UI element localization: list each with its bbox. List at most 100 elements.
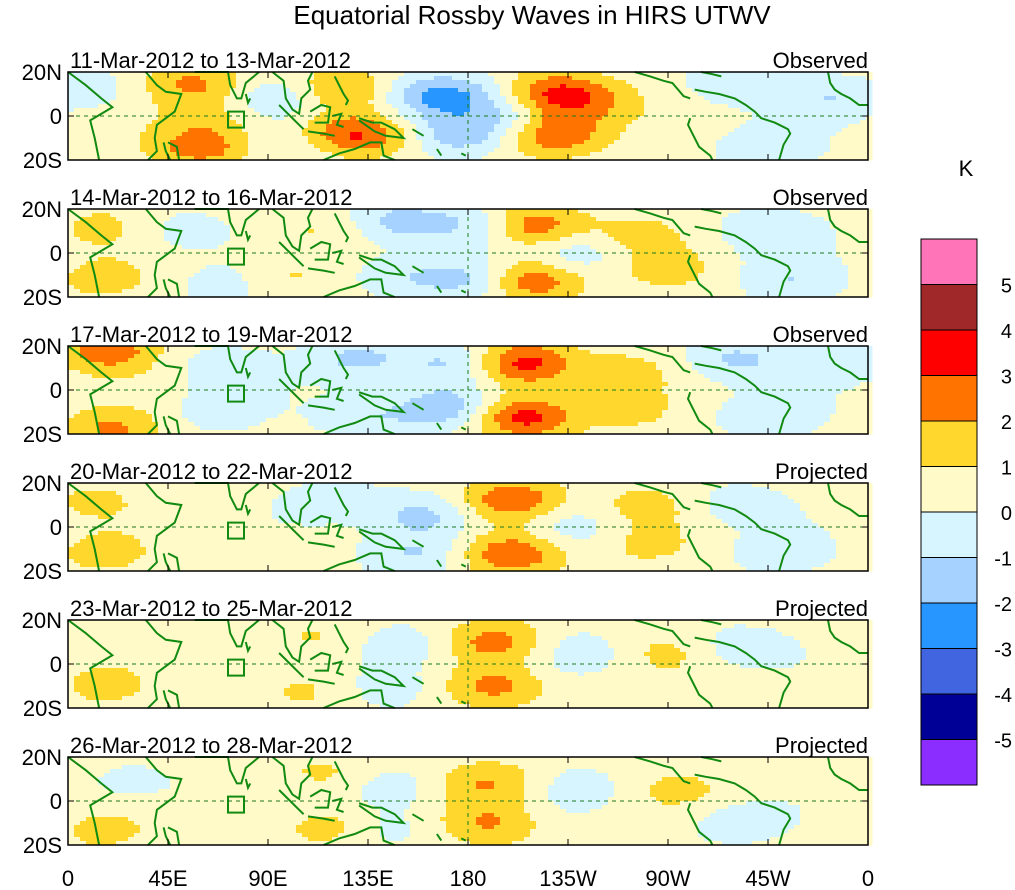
heatmap-cell (332, 209, 339, 214)
heatmap-cell (116, 217, 123, 222)
heatmap-cell (140, 100, 147, 105)
heatmap-cell (212, 269, 219, 274)
heatmap-cell (398, 120, 405, 125)
heatmap-cell (68, 241, 75, 246)
heatmap-cell (716, 140, 723, 145)
heatmap-cell (410, 225, 417, 230)
heatmap-cell (422, 237, 429, 242)
heatmap-cell (200, 80, 207, 85)
heatmap-cell (638, 152, 645, 157)
heatmap-cell (122, 96, 129, 101)
heatmap-cell (98, 285, 105, 290)
heatmap-cell (512, 144, 519, 149)
heatmap-cell (218, 80, 225, 85)
heatmap-cell (434, 92, 441, 97)
heatmap-cell (140, 104, 147, 109)
heatmap-cell (680, 156, 687, 161)
heatmap-cell (236, 156, 243, 161)
heatmap-cell (470, 249, 477, 254)
heatmap-cell (188, 257, 195, 262)
heatmap-cell (140, 72, 147, 77)
heatmap-cell (386, 80, 393, 85)
heatmap-cell (644, 152, 651, 157)
heatmap-cell (164, 108, 171, 113)
heatmap-cell (368, 100, 375, 105)
heatmap-cell (158, 209, 165, 214)
heatmap-cell (566, 237, 573, 242)
heatmap-cell (626, 80, 633, 85)
heatmap-cell (362, 156, 369, 161)
heatmap-cell (578, 285, 585, 290)
heatmap-cell (446, 265, 453, 270)
heatmap-cell (446, 92, 453, 97)
heatmap-cell (650, 104, 657, 109)
heatmap-cell (164, 80, 171, 85)
heatmap-cell (806, 136, 813, 141)
heatmap-cell (224, 152, 231, 157)
heatmap-cell (584, 257, 591, 262)
heatmap-cell (566, 112, 573, 117)
heatmap-cell (728, 156, 735, 161)
heatmap-cell (590, 116, 597, 121)
heatmap-cell (656, 116, 663, 121)
heatmap-cell (782, 96, 789, 101)
heatmap-cell (446, 273, 453, 278)
heatmap-cell (698, 108, 705, 113)
heatmap-cell (272, 245, 279, 250)
heatmap-cell (230, 92, 237, 97)
heatmap-cell (386, 96, 393, 101)
heatmap-cell (596, 152, 603, 157)
heatmap-cell (422, 80, 429, 85)
heatmap-cell (656, 136, 663, 141)
heatmap-cell (608, 128, 615, 133)
heatmap-cell (440, 293, 447, 298)
heatmap-cell (446, 281, 453, 286)
heatmap-cell (578, 132, 585, 137)
heatmap-cell (620, 116, 627, 121)
heatmap-cell (848, 128, 855, 133)
heatmap-cell (740, 144, 747, 149)
heatmap-cell (362, 225, 369, 230)
heatmap-cell (176, 225, 183, 230)
heatmap-cell (140, 88, 147, 93)
heatmap-cell (206, 257, 213, 262)
heatmap-cell (248, 124, 255, 129)
heatmap-cell (98, 100, 105, 105)
heatmap-cell (458, 229, 465, 234)
heatmap-cell (290, 257, 297, 262)
heatmap-cell (224, 237, 231, 242)
heatmap-cell (464, 213, 471, 218)
heatmap-cell (806, 76, 813, 81)
heatmap-cell (92, 152, 99, 157)
heatmap-cell (416, 225, 423, 230)
heatmap-cell (758, 108, 765, 113)
heatmap-cell (554, 128, 561, 133)
heatmap-cell (350, 88, 357, 93)
heatmap-cell (620, 124, 627, 129)
heatmap-cell (104, 253, 111, 258)
heatmap-cell (386, 148, 393, 153)
heatmap-cell (680, 120, 687, 125)
heatmap-cell (446, 233, 453, 238)
heatmap-cell (110, 237, 117, 242)
heatmap-cell (122, 72, 129, 77)
heatmap-cell (416, 233, 423, 238)
heatmap-cell (794, 92, 801, 97)
heatmap-cell (548, 140, 555, 145)
heatmap-cell (638, 144, 645, 149)
heatmap-cell (512, 225, 519, 230)
heatmap-cell (806, 72, 813, 77)
heatmap-cell (68, 277, 75, 282)
heatmap-cell (314, 273, 321, 278)
heatmap-cell (110, 112, 117, 117)
heatmap-cell (626, 120, 633, 125)
heatmap-cell (320, 285, 327, 290)
heatmap-cell (650, 140, 657, 145)
heatmap-cell (224, 80, 231, 85)
heatmap-cell (236, 277, 243, 282)
heatmap-cell (440, 281, 447, 286)
heatmap-cell (350, 273, 357, 278)
heatmap-cell (224, 132, 231, 137)
heatmap-cell (80, 148, 87, 153)
heatmap-cell (590, 76, 597, 81)
